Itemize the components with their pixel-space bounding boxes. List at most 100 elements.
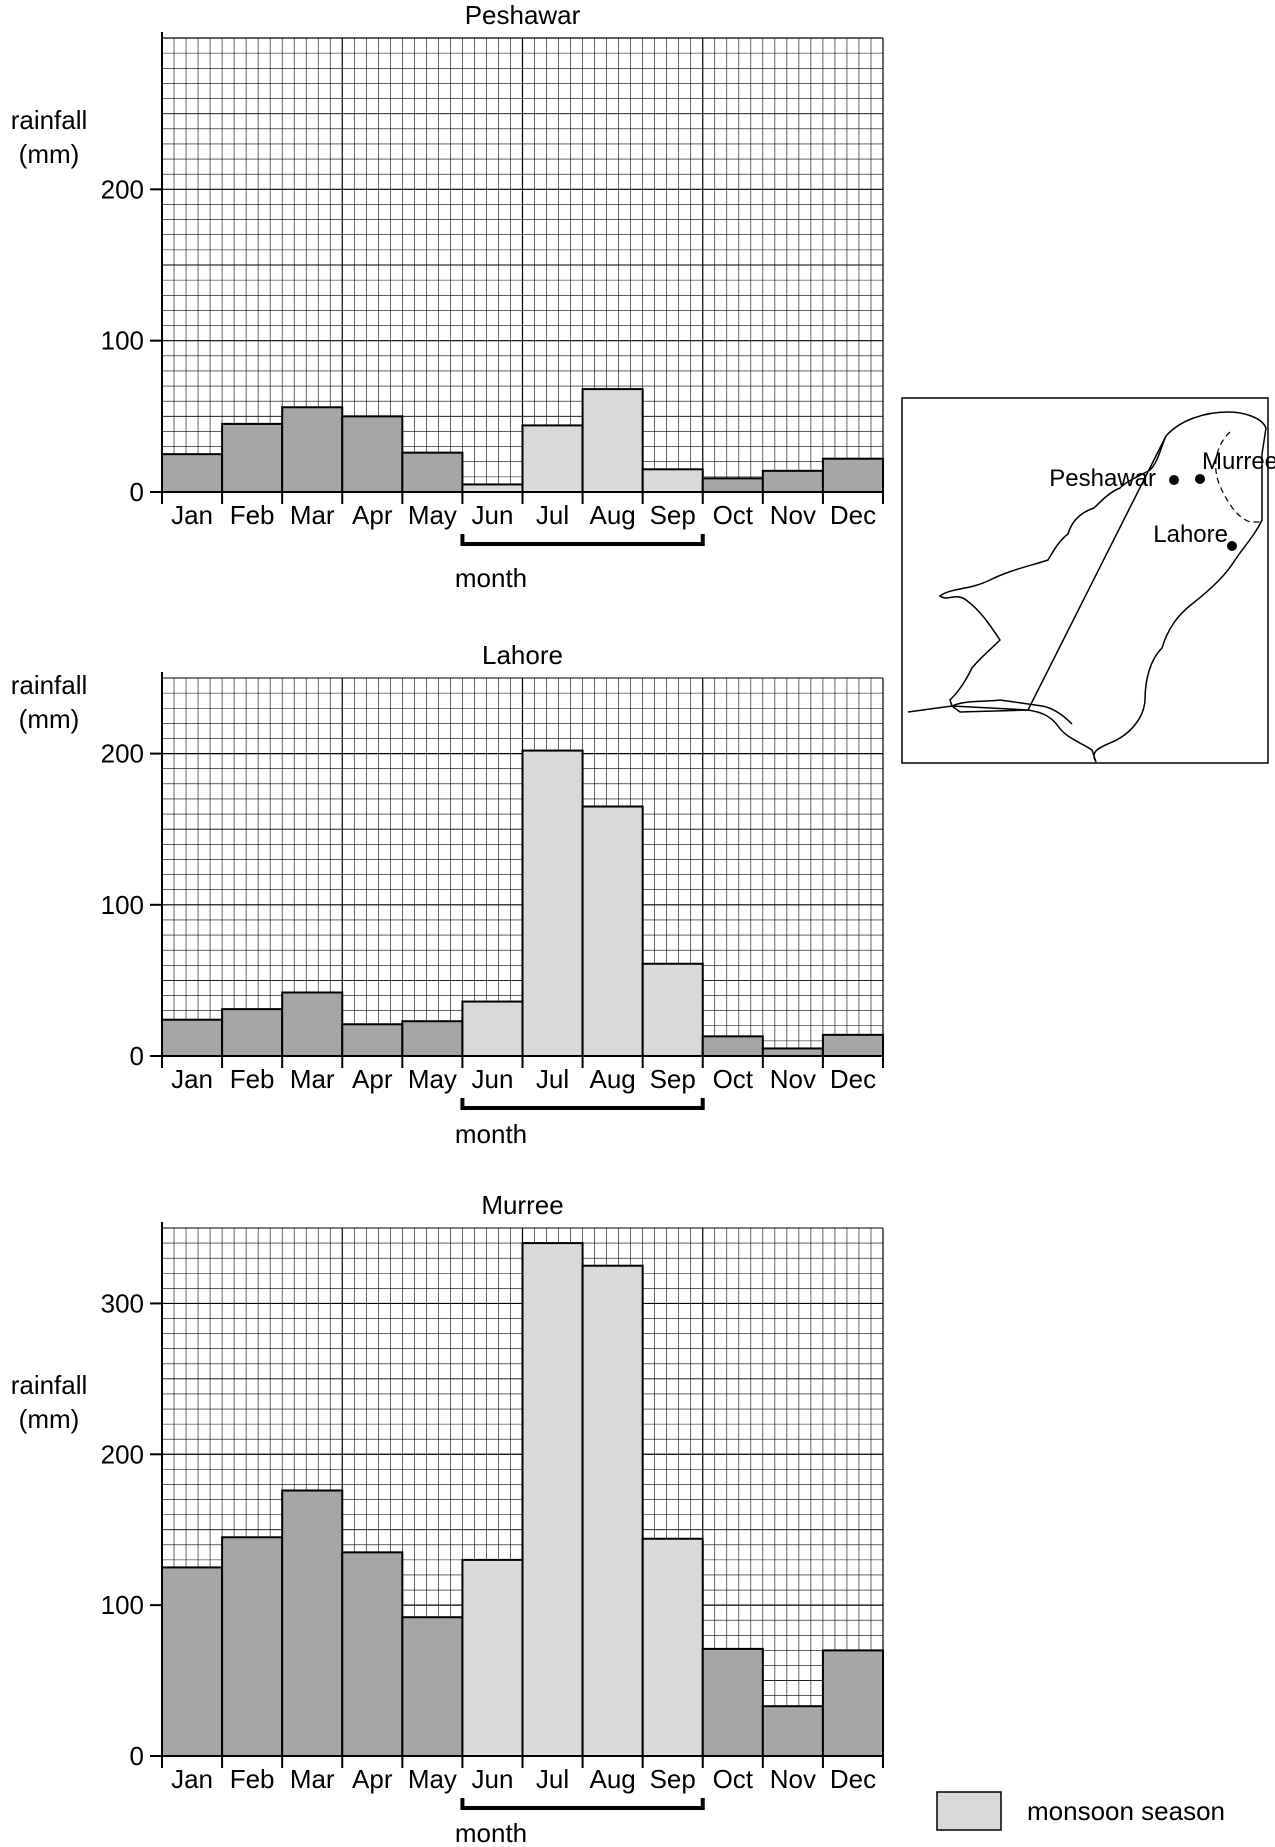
x-tick-label-apr: Apr bbox=[352, 1764, 393, 1794]
y-axis-label-unit: (mm) bbox=[19, 704, 80, 734]
x-tick-label-jul: Jul bbox=[536, 500, 569, 530]
y-axis-label-unit: (mm) bbox=[19, 1404, 80, 1434]
x-tick-label-jan: Jan bbox=[171, 1764, 213, 1794]
y-tick-label: 100 bbox=[101, 890, 144, 920]
bar-feb bbox=[221, 1536, 284, 1758]
bar-jan bbox=[161, 1018, 224, 1057]
bar-mar bbox=[281, 1489, 344, 1758]
y-tick-label: 0 bbox=[130, 1041, 144, 1071]
y-axis-label: rainfall bbox=[11, 1370, 88, 1400]
bar-jun bbox=[461, 1000, 524, 1057]
bar-mar bbox=[281, 406, 344, 493]
bar-dec bbox=[821, 1649, 885, 1758]
pakistan-map: Peshawar Murree Lahore bbox=[901, 397, 1275, 764]
x-tick-label-may: May bbox=[408, 1764, 457, 1794]
map-frame bbox=[901, 397, 1269, 764]
y-tick-label: 0 bbox=[130, 1741, 144, 1771]
y-tick-label: 200 bbox=[101, 174, 144, 204]
bar-dec bbox=[821, 457, 885, 493]
y-tick-label: 200 bbox=[101, 739, 144, 769]
y-tick-label: 100 bbox=[101, 326, 144, 356]
x-tick-label-oct: Oct bbox=[713, 1764, 754, 1794]
bar-nov bbox=[761, 1047, 824, 1057]
bar-jul bbox=[521, 424, 584, 493]
country-outline bbox=[907, 411, 1267, 763]
y-tick-label: 300 bbox=[101, 1288, 144, 1318]
city-dot-lahore bbox=[1227, 541, 1237, 551]
bar-mar bbox=[281, 991, 344, 1057]
x-tick-label-feb: Feb bbox=[230, 1064, 275, 1094]
legend-label-monsoon: monsoon season bbox=[1027, 1796, 1225, 1826]
city-dot-peshawar bbox=[1169, 475, 1179, 485]
bar-aug bbox=[581, 388, 644, 493]
x-tick-label-jul: Jul bbox=[536, 1064, 569, 1094]
x-tick-label-jan: Jan bbox=[171, 500, 213, 530]
bar-aug bbox=[581, 805, 644, 1058]
y-tick-label: 100 bbox=[101, 1590, 144, 1620]
bar-jul bbox=[521, 1242, 584, 1757]
x-tick-label-dec: Dec bbox=[830, 1764, 876, 1794]
bars bbox=[161, 749, 885, 1058]
country-outline-west bbox=[951, 699, 1073, 725]
x-tick-label-may: May bbox=[408, 500, 457, 530]
legend: monsoon season bbox=[936, 1791, 1225, 1831]
x-axis-label: month bbox=[455, 563, 527, 593]
bar-nov bbox=[761, 1705, 824, 1758]
x-tick-label-jun: Jun bbox=[471, 1064, 513, 1094]
y-tick-label: 200 bbox=[101, 1439, 144, 1469]
x-tick-label-sep: Sep bbox=[650, 500, 696, 530]
map-cities: Peshawar Murree Lahore bbox=[1049, 448, 1275, 551]
bar-oct bbox=[701, 477, 764, 494]
charts-group: 0 100 200 Jan Feb Mar Apr May Jun Jul Aug Sep Oct Nov… bbox=[11, 0, 885, 1847]
y-tick-label: 0 bbox=[130, 477, 144, 507]
bar-sep bbox=[641, 1537, 704, 1758]
city-label-murree: Murree bbox=[1202, 448, 1275, 475]
monsoon-bracket bbox=[460, 534, 705, 546]
bar-oct bbox=[701, 1647, 764, 1758]
chart-title: Peshawar bbox=[465, 0, 581, 30]
bar-jun bbox=[461, 483, 524, 493]
x-tick-label-sep: Sep bbox=[650, 1764, 696, 1794]
city-label-lahore: Lahore bbox=[1153, 521, 1228, 548]
legend-swatch-monsoon bbox=[936, 1791, 1002, 1831]
bar-sep bbox=[641, 962, 704, 1058]
x-tick-label-aug: Aug bbox=[589, 1764, 635, 1794]
monsoon-bracket bbox=[460, 1798, 705, 1810]
x-tick-label-sep: Sep bbox=[650, 1064, 696, 1094]
bar-may bbox=[401, 1020, 464, 1057]
x-tick-label-jun: Jun bbox=[471, 1764, 513, 1794]
x-tick-label-aug: Aug bbox=[589, 500, 635, 530]
x-tick-label-nov: Nov bbox=[770, 500, 816, 530]
x-tick-label-feb: Feb bbox=[230, 500, 275, 530]
bar-jul bbox=[521, 749, 584, 1057]
x-tick-label-dec: Dec bbox=[830, 1064, 876, 1094]
bar-jan bbox=[161, 1566, 224, 1758]
bar-may bbox=[401, 1616, 464, 1757]
x-axis-label: month bbox=[455, 1119, 527, 1149]
x-tick-label-mar: Mar bbox=[290, 1764, 335, 1794]
x-tick-label-oct: Oct bbox=[713, 1064, 754, 1094]
chart-lahore: 0 100 200 Jan Feb Mar Apr May Jun Jul Aug Sep Oct Nov… bbox=[11, 640, 885, 1149]
chart-murree: 0 100 200 300 Jan Feb Mar Apr May Jun Jul Aug Sep Oct… bbox=[11, 1190, 885, 1847]
x-tick-label-apr: Apr bbox=[352, 1064, 393, 1094]
x-tick-label-jun: Jun bbox=[471, 500, 513, 530]
bar-aug bbox=[581, 1264, 644, 1757]
bar-may bbox=[401, 451, 464, 493]
chart-peshawar: 0 100 200 Jan Feb Mar Apr May Jun Jul Aug Sep Oct Nov… bbox=[11, 0, 885, 593]
monsoon-bracket bbox=[460, 1098, 705, 1110]
x-tick-label-nov: Nov bbox=[770, 1064, 816, 1094]
x-tick-label-nov: Nov bbox=[770, 1764, 816, 1794]
y-axis-label: rainfall bbox=[11, 105, 88, 135]
x-tick-label-aug: Aug bbox=[589, 1064, 635, 1094]
bar-jan bbox=[161, 453, 224, 493]
bar-feb bbox=[221, 1008, 284, 1057]
x-tick-label-mar: Mar bbox=[290, 500, 335, 530]
x-tick-label-apr: Apr bbox=[352, 500, 393, 530]
x-tick-label-may: May bbox=[408, 1064, 457, 1094]
chart-title: Lahore bbox=[482, 640, 563, 670]
bar-apr bbox=[341, 415, 404, 494]
bar-dec bbox=[821, 1033, 885, 1058]
city-dot-murree bbox=[1195, 474, 1205, 484]
bar-feb bbox=[221, 422, 284, 493]
